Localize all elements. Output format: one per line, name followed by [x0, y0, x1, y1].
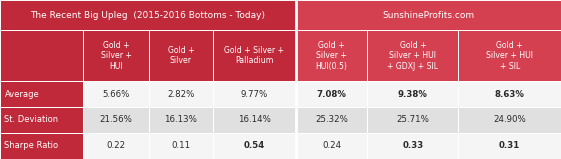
Bar [213, 107, 296, 133]
Text: 8.63%: 8.63% [495, 90, 525, 99]
Bar [213, 30, 296, 81]
Text: 7.08%: 7.08% [316, 90, 347, 99]
Text: Gold +
Silver +
HUI: Gold + Silver + HUI [100, 41, 132, 71]
Bar [458, 133, 561, 159]
Bar [213, 133, 296, 159]
Text: Gold + Silver +
Palladium: Gold + Silver + Palladium [224, 46, 284, 65]
Text: SunshineProfits.com: SunshineProfits.com [382, 11, 475, 20]
Text: 0.24: 0.24 [322, 142, 341, 150]
Bar [367, 81, 458, 107]
Bar [0, 107, 83, 133]
Text: The Recent Big Upleg  (2015-2016 Bottoms - Today): The Recent Big Upleg (2015-2016 Bottoms … [30, 11, 265, 20]
Text: 0.54: 0.54 [243, 142, 265, 150]
Bar [367, 133, 458, 159]
Text: 24.90%: 24.90% [493, 115, 526, 124]
Text: 9.38%: 9.38% [398, 90, 428, 99]
Bar [149, 107, 213, 133]
Bar [296, 0, 561, 30]
Bar [296, 133, 367, 159]
Bar [213, 81, 296, 107]
Bar [458, 30, 561, 81]
Bar [0, 81, 83, 107]
Bar [83, 107, 149, 133]
Text: 25.32%: 25.32% [315, 115, 348, 124]
Bar [0, 133, 83, 159]
Bar [296, 30, 367, 81]
Text: 25.71%: 25.71% [397, 115, 429, 124]
Bar [0, 0, 296, 30]
Text: Gold +
Silver + HUI
+ SIL: Gold + Silver + HUI + SIL [486, 41, 533, 71]
Text: 21.56%: 21.56% [100, 115, 132, 124]
Text: 2.82%: 2.82% [167, 90, 195, 99]
Bar [458, 81, 561, 107]
Bar [367, 30, 458, 81]
Text: Gold +
Silver +
HUI(0.5): Gold + Silver + HUI(0.5) [316, 41, 347, 71]
Bar [149, 30, 213, 81]
Text: Gold +
Silver + HUI
+ GDXJ + SIL: Gold + Silver + HUI + GDXJ + SIL [388, 41, 438, 71]
Bar [296, 81, 367, 107]
Text: 0.31: 0.31 [499, 142, 520, 150]
Text: Sharpe Ratio: Sharpe Ratio [4, 142, 58, 150]
Bar [458, 107, 561, 133]
Text: 0.33: 0.33 [402, 142, 424, 150]
Text: Average: Average [4, 90, 39, 99]
Bar [149, 133, 213, 159]
Text: 0.11: 0.11 [171, 142, 191, 150]
Text: 16.13%: 16.13% [164, 115, 197, 124]
Bar [149, 81, 213, 107]
Text: 0.22: 0.22 [107, 142, 126, 150]
Text: St. Deviation: St. Deviation [4, 115, 58, 124]
Bar [296, 107, 367, 133]
Bar [83, 133, 149, 159]
Bar [83, 81, 149, 107]
Text: 5.66%: 5.66% [103, 90, 130, 99]
Bar [367, 107, 458, 133]
Text: 16.14%: 16.14% [238, 115, 270, 124]
Bar [83, 30, 149, 81]
Text: 9.77%: 9.77% [241, 90, 268, 99]
Bar [0, 30, 83, 81]
Text: Gold +
Silver: Gold + Silver [168, 46, 194, 65]
